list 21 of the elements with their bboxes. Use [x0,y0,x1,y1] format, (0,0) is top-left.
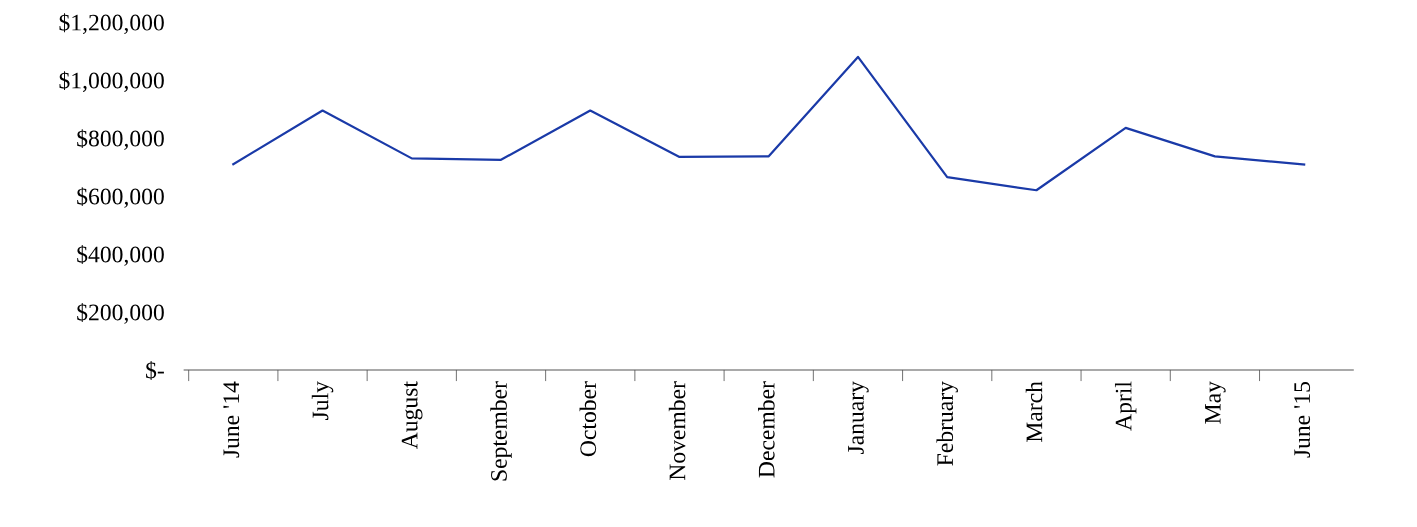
x-tick-label: June '15 [1294,381,1311,458]
y-tick-label: $- [146,361,164,380]
y-tick-label: $1,200,000 [59,13,164,34]
x-tick-label: May [1205,381,1226,424]
x-tick-label: August [401,381,423,450]
y-tick-label: $400,000 [77,245,164,266]
x-tick-label: November [668,381,686,481]
y-tick-label: $600,000 [77,187,164,208]
x-tick-label: December [758,381,775,478]
y-tick-label: $800,000 [77,129,164,150]
x-tick-label: January [848,381,869,454]
x-tick-label: September [490,381,512,481]
x-tick-label: October [579,381,597,457]
x-tick-label: April [1114,381,1137,431]
line-series [232,55,1306,192]
x-tick-label: February [936,381,958,466]
x-tick-label: March [1025,381,1043,443]
x-tick-label: July [311,381,334,420]
y-tick-label: $200,000 [77,303,164,324]
x-tick-label: June '14 [223,381,240,458]
y-tick-label: $1,000,000 [59,71,164,92]
